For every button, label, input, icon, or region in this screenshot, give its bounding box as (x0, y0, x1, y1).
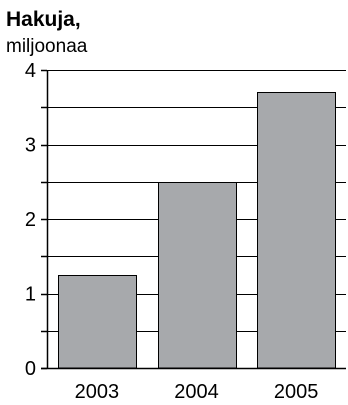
bars (58, 92, 336, 369)
y-tick-label: 4 (25, 60, 36, 82)
tick-labels: 0 1 2 3 4 2003 2004 2005 (25, 60, 319, 403)
y-axis-label: miljoonaa (6, 36, 88, 57)
bar-2003 (58, 275, 137, 369)
bar-2005 (257, 92, 336, 369)
y-tick-label: 3 (25, 135, 36, 157)
x-tick-label: 2004 (174, 381, 219, 403)
x-tick-label: 2003 (75, 381, 120, 403)
x-tick-label: 2005 (274, 381, 319, 403)
y-tick-label: 1 (25, 284, 36, 306)
y-tick-label: 0 (25, 358, 36, 380)
chart-title: Hakuja, (6, 8, 81, 31)
axes (41, 69, 346, 370)
y-tick-label: 2 (25, 209, 36, 231)
bar-2004 (158, 182, 237, 369)
